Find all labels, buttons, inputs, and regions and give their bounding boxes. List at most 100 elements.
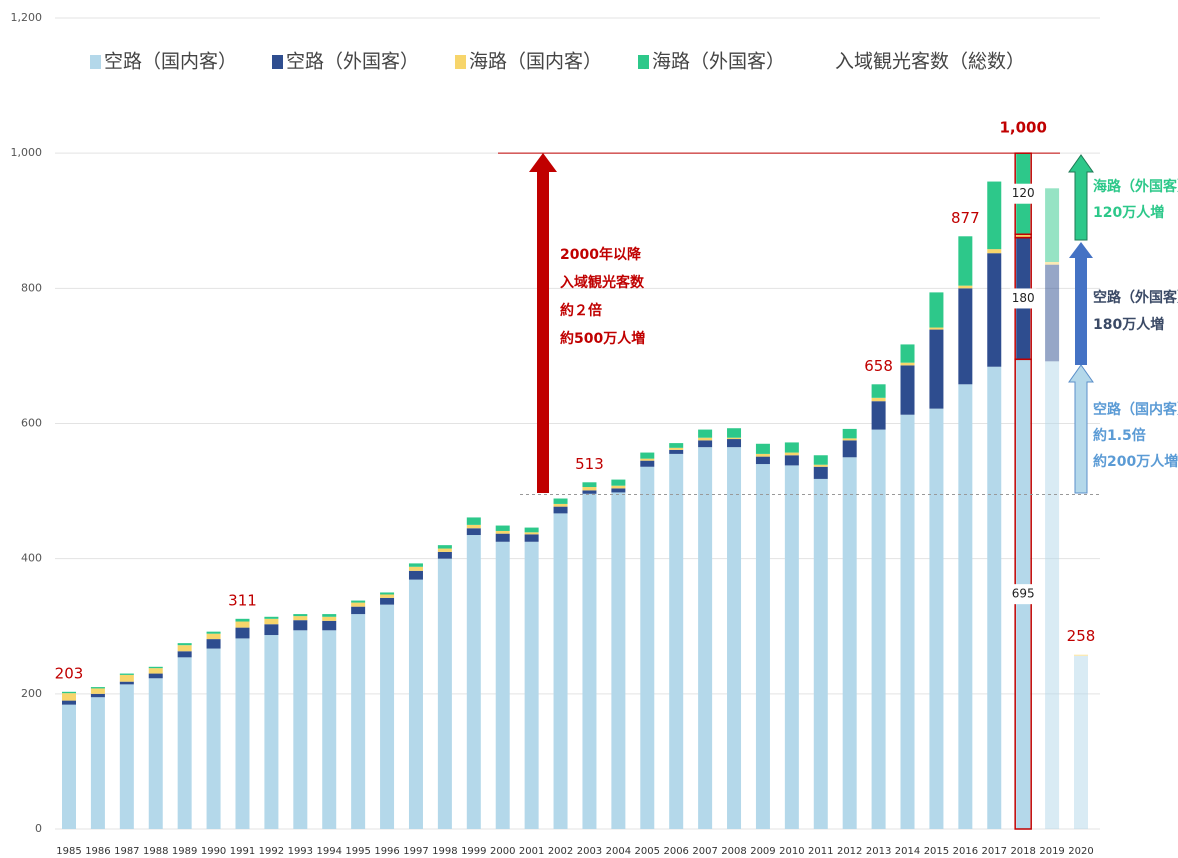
bar-segment xyxy=(813,455,828,465)
bar-segment xyxy=(582,482,597,488)
x-tick-label: 2019 xyxy=(1039,846,1064,857)
bar-segment xyxy=(380,594,395,598)
grid: 0 200 400 600 800 1,000 1,200 xyxy=(11,11,1100,835)
bar-segment xyxy=(669,443,684,448)
x-tick-label: 2000 xyxy=(490,846,515,857)
value-label: 120 xyxy=(1012,186,1035,200)
bar-segment xyxy=(495,541,510,829)
bar-segment xyxy=(524,532,539,535)
x-tick-label: 2020 xyxy=(1068,846,1093,857)
bar-segment xyxy=(119,673,134,675)
bar-segment xyxy=(206,631,221,634)
bar-segment xyxy=(1016,234,1031,238)
bar-segment xyxy=(669,453,684,829)
bar-segment xyxy=(987,249,1002,254)
bar-segment xyxy=(1045,361,1060,829)
bar-segment xyxy=(842,428,857,439)
bar-segment xyxy=(495,525,510,531)
bar-segment xyxy=(842,440,857,458)
x-tick-label: 2004 xyxy=(606,846,631,857)
bar-segment xyxy=(408,566,423,571)
bar-segment xyxy=(495,530,510,534)
legend: 空路（国内客） 空路（外国客） 海路（国内客） 海路（外国客） 入域観光客数（総数） xyxy=(90,51,1025,73)
bar-segment xyxy=(1074,655,1088,829)
bar-segment xyxy=(380,604,395,829)
bar-segment xyxy=(813,464,828,467)
bar-segment xyxy=(322,614,337,617)
value-label-box xyxy=(1010,584,1037,605)
bar-segment xyxy=(669,447,684,450)
bar-segment xyxy=(206,639,221,649)
bar-segment xyxy=(408,563,423,567)
bar-segment xyxy=(669,449,684,454)
x-tick-label: 1986 xyxy=(85,846,110,857)
x-tick-label: 2005 xyxy=(635,846,660,857)
bar-segment xyxy=(784,455,799,466)
legend-swatch xyxy=(272,55,283,69)
bar-segment xyxy=(177,643,192,646)
annotation: 海路（外国客） xyxy=(1093,178,1178,195)
annotation: 120万人増 xyxy=(1093,204,1164,221)
x-tick-label: 2012 xyxy=(837,846,862,857)
y-tick-label: 600 xyxy=(21,417,42,430)
bar-segment xyxy=(871,384,886,398)
bar-segment xyxy=(755,456,770,465)
x-tick-label: 1990 xyxy=(201,846,226,857)
total-label: 258 xyxy=(1067,627,1096,645)
y-tick-label: 400 xyxy=(21,552,42,565)
bar-segment xyxy=(264,618,279,625)
x-tick-label: 2016 xyxy=(953,846,978,857)
bar-segment xyxy=(119,684,134,829)
bar-segment xyxy=(177,651,192,658)
y-tick-label: 1,000 xyxy=(11,146,43,159)
x-tick-label: 2010 xyxy=(779,846,804,857)
annotation: 空路（外国客） xyxy=(1093,289,1178,306)
total-label: 1,000 xyxy=(999,119,1046,137)
bar-segment xyxy=(148,673,163,679)
x-tick-label: 2013 xyxy=(866,846,891,857)
bar-segment xyxy=(466,517,481,525)
total-label: 203 xyxy=(55,664,84,682)
bar-segment xyxy=(206,633,221,640)
y-tick-label: 800 xyxy=(21,281,42,294)
bar-segment xyxy=(640,458,655,461)
bar-segment xyxy=(177,645,192,652)
bar-segment xyxy=(322,616,337,621)
bar-segment xyxy=(264,624,279,636)
value-label: 180 xyxy=(1012,291,1035,305)
bar-segment xyxy=(698,447,713,829)
bar-segment xyxy=(929,408,944,829)
bar-segment xyxy=(1045,264,1060,362)
bar-segment xyxy=(611,485,626,489)
x-tick-label: 2018 xyxy=(1010,846,1035,857)
x-tick-label: 1996 xyxy=(374,846,399,857)
bar-segment xyxy=(987,181,1002,250)
x-tick-label: 1999 xyxy=(461,846,486,857)
total-label: 877 xyxy=(951,209,980,227)
bar-segment xyxy=(62,700,76,705)
bar-segment xyxy=(380,592,395,595)
x-tick-label: 1985 xyxy=(56,846,81,857)
bar-segment xyxy=(437,558,452,829)
bar-segment xyxy=(958,288,973,385)
bar-segment xyxy=(958,285,973,289)
x-tick-label: 1995 xyxy=(345,846,370,857)
y-tick-label: 1,200 xyxy=(11,11,43,24)
bar-segment xyxy=(553,506,568,514)
overlay: 695 180 120 203 311 513 658 877 1,000 258 xyxy=(55,119,1100,830)
bar-segment xyxy=(235,618,250,622)
bar-segment xyxy=(871,429,886,829)
bar-segment xyxy=(235,627,250,639)
bar-segment xyxy=(90,693,105,698)
bar-segment xyxy=(784,452,799,456)
value-label: 695 xyxy=(1012,587,1035,601)
legend-label: 海路（外国客） xyxy=(652,51,785,73)
annotation: 空路（国内客） xyxy=(1093,401,1178,418)
annotation: 180万人増 xyxy=(1093,316,1164,333)
bar-segment xyxy=(235,621,250,628)
bar-segment xyxy=(293,620,308,631)
bar-segment xyxy=(351,600,366,603)
bar-segment xyxy=(871,397,886,402)
bar-segment xyxy=(611,492,626,829)
